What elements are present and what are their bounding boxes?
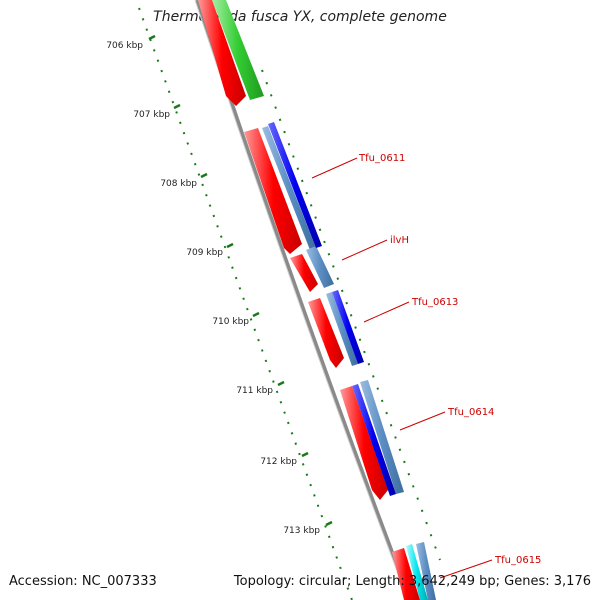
kbp-tick xyxy=(277,380,285,387)
feature-track-steel xyxy=(262,126,436,600)
callout-line xyxy=(363,301,410,323)
kbp-ticks xyxy=(148,34,333,527)
kbp-label: 713 kbp xyxy=(283,526,320,536)
kbp-tick xyxy=(325,520,333,527)
kbp-label: 712 kbp xyxy=(260,457,297,467)
feature-track-red xyxy=(198,0,420,600)
feature-track-green xyxy=(212,0,264,100)
callout-line xyxy=(439,559,493,579)
kbp-tick xyxy=(301,451,309,458)
cds-arrow xyxy=(290,254,318,292)
outer-dotted-line xyxy=(261,69,441,561)
kbp-tick xyxy=(200,172,208,179)
feature-bar xyxy=(306,246,334,288)
kbp-labels: 706 kbp 707 kbp 708 kbp 709 kbp 710 kbp … xyxy=(106,41,320,536)
gene-bar xyxy=(268,122,322,248)
kbp-label: 710 kbp xyxy=(212,317,249,327)
gene-label-tfu-0613: Tfu_0613 xyxy=(411,297,458,308)
kbp-label: 711 kbp xyxy=(236,386,273,396)
kbp-label: 708 kbp xyxy=(160,179,197,189)
gene-label-tfu-0611: Tfu_0611 xyxy=(358,153,405,164)
accession-text: Accession: NC_007333 xyxy=(9,574,157,589)
gene-callouts xyxy=(311,157,493,579)
extra-feature-bar xyxy=(406,544,428,600)
cds-arrow xyxy=(308,298,344,368)
gene-bar xyxy=(332,290,364,364)
cds-arrow xyxy=(392,548,420,600)
feature-track-blue xyxy=(268,122,396,496)
feature-bar xyxy=(360,380,404,494)
callout-line xyxy=(399,411,446,431)
cds-arrow xyxy=(198,0,246,106)
kbp-tick xyxy=(148,34,156,41)
callout-line xyxy=(311,157,358,179)
gene-bar xyxy=(352,384,396,496)
gene-label-tfu-0614: Tfu_0614 xyxy=(447,407,494,418)
callout-line xyxy=(341,239,388,261)
feature-bar xyxy=(326,292,358,366)
cds-arrow xyxy=(340,386,388,500)
kbp-label: 709 kbp xyxy=(186,248,223,258)
other-feature-bar xyxy=(212,0,264,100)
feature-track-cyan xyxy=(406,544,428,600)
gene-label-tfu-0615: Tfu_0615 xyxy=(494,555,541,566)
kbp-tick xyxy=(226,242,234,249)
kbp-tick xyxy=(252,311,260,318)
gene-label-ilvh: ilvH xyxy=(390,235,409,246)
feature-bar xyxy=(416,542,436,600)
feature-bar xyxy=(262,126,316,250)
kbp-label: 706 kbp xyxy=(106,41,143,51)
genome-summary-text: Topology: circular; Length: 3,642,249 bp… xyxy=(233,574,591,589)
kbp-tick xyxy=(173,103,181,110)
kbp-label: 707 kbp xyxy=(133,110,170,120)
cds-arrow xyxy=(244,128,302,254)
gene-labels: Tfu_0611 ilvH Tfu_0613 Tfu_0614 Tfu_0615 xyxy=(358,153,541,566)
